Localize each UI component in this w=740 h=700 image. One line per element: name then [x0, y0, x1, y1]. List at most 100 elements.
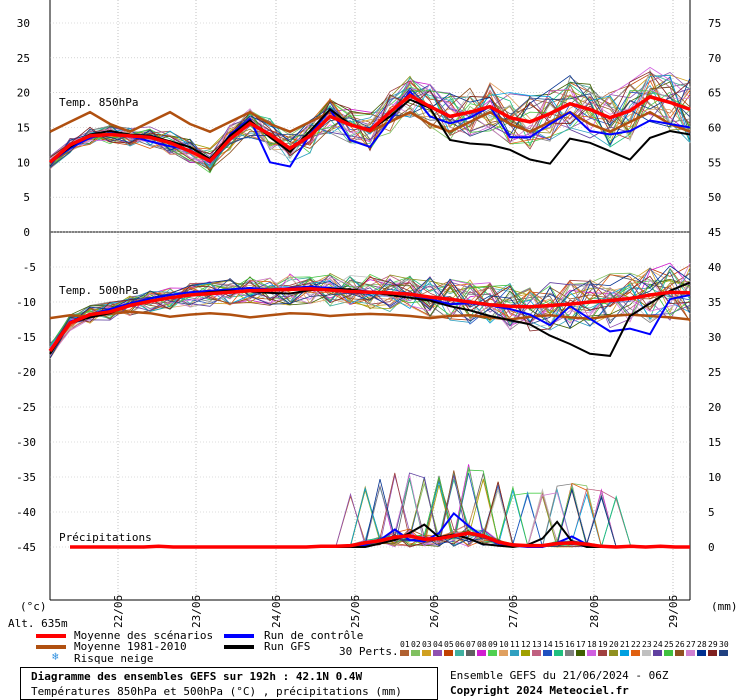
pert-color-box	[477, 650, 486, 656]
pert-color-box	[400, 650, 409, 656]
normal-500-line	[49, 310, 691, 321]
pert-500-line	[49, 272, 691, 359]
t850-label: Temp. 850hPa	[59, 96, 138, 109]
y-tick-right: 55	[708, 156, 721, 169]
x-tick-label: 26/06	[428, 595, 441, 628]
y-tick-right: 65	[708, 87, 721, 100]
y-tick-left: -20	[16, 366, 36, 379]
pert-number: 20	[609, 640, 619, 649]
y-tick-right: 70	[708, 52, 721, 65]
y-tick-right: 75	[708, 17, 721, 30]
pert-500-line	[49, 275, 691, 351]
legend-normal-swatch	[36, 645, 66, 649]
chart-title: Diagramme des ensembles GEFS sur 192h : …	[31, 670, 363, 683]
pert-number: 24	[653, 640, 663, 649]
pert-color-box	[719, 650, 728, 656]
legend-control-label: Run de contrôle	[264, 629, 364, 642]
pert-number: 02	[411, 640, 421, 649]
pert-500-line	[49, 265, 691, 359]
y-tick-left: 5	[23, 191, 30, 204]
unit-right: (mm)	[711, 600, 738, 613]
y-tick-right: 15	[708, 436, 721, 449]
y-tick-right: 40	[708, 261, 721, 274]
mean-500-line	[48, 286, 691, 353]
altitude: Alt. 635m	[8, 617, 68, 630]
pert-color-box	[686, 650, 695, 656]
legend-snow-label: Risque neige	[74, 652, 154, 665]
pert-color-box	[543, 650, 552, 656]
x-tick-label: 22/06	[112, 595, 125, 628]
gfs-precip-line	[70, 520, 690, 549]
pert-color-box	[598, 650, 607, 656]
pert-850-line	[49, 71, 691, 158]
pert-number: 14	[543, 640, 553, 649]
y-tick-right: 50	[708, 191, 721, 204]
pert-number: 17	[576, 640, 586, 649]
precip-label: Précipitations	[59, 531, 152, 544]
pert-number: 23	[642, 640, 652, 649]
pert-color-box	[653, 650, 662, 656]
y-tick-left: -35	[16, 471, 36, 484]
pert-color-box	[466, 650, 475, 656]
y-tick-right: 10	[708, 471, 721, 484]
legend-normal-label: Moyenne 1981-2010	[74, 640, 187, 653]
pert-color-box	[642, 650, 651, 656]
y-tick-right: 35	[708, 296, 721, 309]
x-tick-label: 29/06	[667, 595, 680, 628]
x-tick-label: 25/06	[349, 595, 362, 628]
x-tick-label: 27/06	[507, 595, 520, 628]
pert-color-box	[488, 650, 497, 656]
pert-color-box	[697, 650, 706, 656]
pert-color-box	[609, 650, 618, 656]
snowflake-icon: ❄	[52, 650, 59, 663]
pert-color-box	[620, 650, 629, 656]
pert-color-box	[444, 650, 453, 656]
y-tick-left: -25	[16, 401, 36, 414]
x-tick-label: 23/06	[190, 595, 203, 628]
pert-number: 04	[433, 640, 443, 649]
main-series	[48, 89, 691, 549]
y-tick-left: -15	[16, 331, 36, 344]
legend-mean-label: Moyenne des scénarios	[74, 629, 214, 642]
pert-color-box	[587, 650, 596, 656]
pert-850-line	[49, 76, 691, 166]
pert-color-box	[455, 650, 464, 656]
pert-850-line	[49, 86, 691, 171]
mean-precip-line	[70, 531, 690, 549]
y-tick-left: -45	[16, 541, 36, 554]
y-tick-left: 10	[17, 156, 30, 169]
pert-number: 05	[444, 640, 454, 649]
title-box: Diagramme des ensembles GEFS sur 192h : …	[20, 667, 438, 700]
control-850-line	[49, 89, 691, 168]
pert-number: 09	[488, 640, 498, 649]
y-tick-left: -40	[16, 506, 36, 519]
t500-label: Temp. 500hPa	[59, 284, 138, 297]
pert-number: 19	[598, 640, 608, 649]
pert-color-box	[664, 650, 673, 656]
legend-perts-label: 30 Perts.	[339, 645, 399, 658]
pert-number: 25	[664, 640, 674, 649]
pert-number: 06	[455, 640, 465, 649]
pert-color-box	[510, 650, 519, 656]
pert-number: 10	[499, 640, 509, 649]
pert-color-box	[675, 650, 684, 656]
mean-850-line	[48, 93, 691, 164]
legend-control-swatch	[224, 634, 254, 638]
x-tick-label: 28/06	[588, 595, 601, 628]
y-tick-right: 0	[708, 541, 715, 554]
legend-gfs-label: Run GFS	[264, 640, 311, 653]
pert-number: 22	[631, 640, 641, 649]
pert-number: 21	[620, 640, 630, 649]
chart-subtitle: Températures 850hPa et 500hPa (°C) , pré…	[31, 685, 402, 698]
pert-color-box	[576, 650, 585, 656]
pert-number: 07	[466, 640, 476, 649]
pert-number: 03	[422, 640, 432, 649]
pert-number: 13	[532, 640, 542, 649]
y-tick-right: 60	[708, 122, 721, 135]
pert-number: 30	[719, 640, 729, 649]
pert-color-box	[411, 650, 420, 656]
y-tick-left: 20	[17, 87, 30, 100]
pert-color-box	[422, 650, 431, 656]
pert-number: 15	[554, 640, 564, 649]
pert-color-box	[499, 650, 508, 656]
